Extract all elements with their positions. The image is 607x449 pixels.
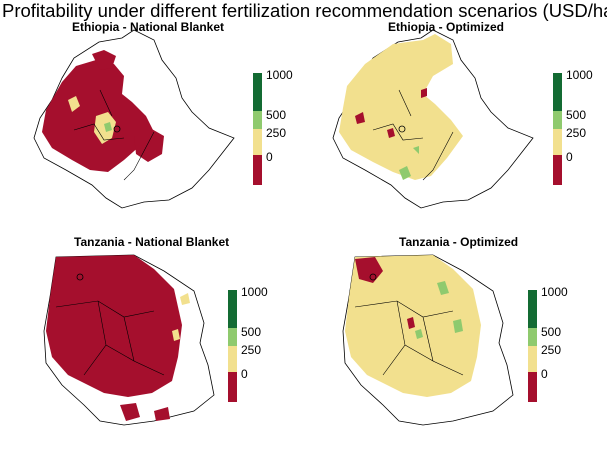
legend-swatch-low [528,346,537,372]
region-boundary [372,89,454,181]
legend-tick-0: 0 [266,150,273,164]
map-tanzania-national-blanket [43,254,215,426]
legend-tick-250: 250 [266,126,287,140]
legend-tick-500: 500 [266,108,287,122]
value-area-low [172,293,190,341]
legend-tanzania-optimized: 1000 500 250 0 [528,286,598,410]
legend-tick-500: 500 [566,108,587,122]
capital-marker [113,125,121,133]
value-area-east [134,128,164,162]
value-area-main [46,255,182,397]
legend-tick-1000: 1000 [266,68,293,82]
legend-swatch-low [553,129,562,155]
value-area-north [92,50,116,70]
panel-title: Ethiopia - Optimized [388,20,504,34]
legend-swatch-low [253,129,262,155]
legend-swatch-high [553,73,562,111]
panel-ethiopia-optimized: Ethiopia - Optimized [303,20,603,232]
value-area-low-2 [68,96,80,112]
legend-tick-250: 250 [566,126,587,140]
legend-tick-250: 250 [541,343,562,357]
value-area-medium [104,122,112,132]
map-ethiopia-national-blanket [33,29,235,209]
legend-tick-250: 250 [241,343,262,357]
legend-tick-1000: 1000 [541,285,568,299]
panel-tanzania-national-blanket: Tanzania - National Blanket [4,235,304,447]
figure-title: Profitability under different fertilizat… [2,0,607,21]
region-boundary [73,89,155,181]
value-area-medium [415,281,463,339]
legend-tick-0: 0 [241,367,248,381]
panel-title: Tanzania - Optimized [399,235,519,249]
panel-title: Tanzania - National Blanket [74,235,230,249]
legend-swatch-negative [553,155,562,185]
legend-swatch-medium [528,328,537,346]
lake-marker [76,273,84,281]
legend-swatch-low [228,346,237,372]
value-area-negative [355,257,415,329]
map-tanzania-optimized [342,254,514,426]
map-ethiopia-optimized [332,29,534,209]
legend-swatch-negative [228,372,237,402]
panel-title: Ethiopia - National Blanket [72,20,225,34]
panel-tanzania-optimized: Tanzania - Optimized [303,235,603,447]
legend-swatch-high [228,290,237,328]
legend-swatch-medium [228,328,237,346]
legend-tick-500: 500 [241,325,262,339]
region-boundary [55,300,165,376]
legend-swatch-medium [253,111,262,129]
legend-swatch-negative [253,155,262,185]
value-area-medium [399,146,419,180]
legend-tick-1000: 1000 [241,285,268,299]
capital-marker [398,125,406,133]
legend-tanzania-national-blanket: 1000 500 250 0 [228,286,298,410]
value-area-south [120,403,170,421]
legend-swatch-negative [528,372,537,402]
legend-swatch-high [253,73,262,111]
legend-tick-0: 0 [541,367,548,381]
panel-ethiopia-national-blanket: Ethiopia - National Blanket [4,20,304,232]
legend-ethiopia-optimized: 1000 500 250 0 [553,69,607,193]
value-area-main [339,34,463,180]
region-boundary [354,300,464,376]
legend-tick-500: 500 [541,325,562,339]
legend-swatch-medium [553,111,562,129]
legend-ethiopia-national-blanket: 1000 500 250 0 [253,69,323,193]
lake-marker [369,273,377,281]
legend-tick-1000: 1000 [566,68,593,82]
legend-tick-0: 0 [566,150,573,164]
legend-swatch-high [528,290,537,328]
